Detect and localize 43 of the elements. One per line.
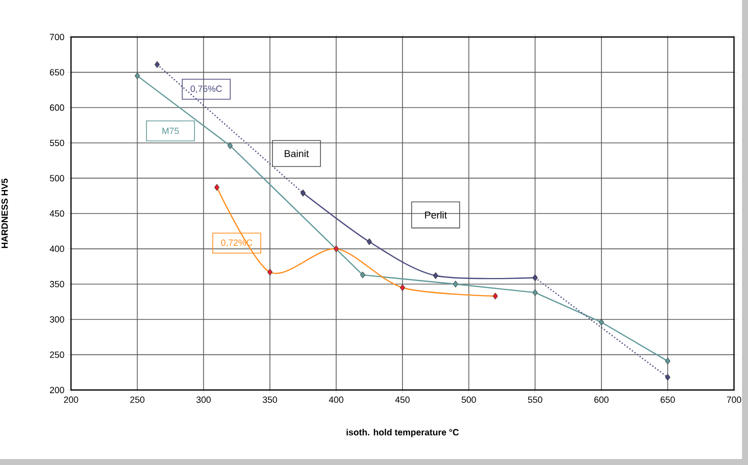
x-tick-label: 450 bbox=[395, 396, 410, 403]
point bbox=[598, 318, 604, 326]
x-tick-label: 700 bbox=[726, 396, 742, 403]
y-tick-label: 350 bbox=[50, 280, 64, 288]
point bbox=[227, 142, 233, 150]
y-tick-label: 600 bbox=[50, 104, 64, 111]
x-axis-title: isoth. hold temperature °C bbox=[346, 428, 459, 438]
point bbox=[492, 292, 498, 300]
point bbox=[532, 289, 538, 296]
point bbox=[400, 284, 406, 292]
point bbox=[366, 238, 372, 246]
point bbox=[267, 268, 273, 276]
x-tick-label: 500 bbox=[462, 396, 476, 403]
point bbox=[433, 272, 438, 280]
x-tick-label: 250 bbox=[130, 396, 144, 403]
y-tick-label: 650 bbox=[50, 69, 64, 76]
x-tick-label: 350 bbox=[262, 396, 278, 403]
y-tick-label: 200 bbox=[50, 386, 64, 394]
series-label: M75 bbox=[162, 128, 179, 134]
x-tick-label: 200 bbox=[64, 396, 78, 403]
y-tick-label: 700 bbox=[50, 34, 64, 40]
point bbox=[360, 271, 366, 278]
x-tick-label: 650 bbox=[660, 396, 675, 403]
point bbox=[214, 184, 220, 191]
point bbox=[665, 358, 670, 364]
x-tick-label: 400 bbox=[328, 396, 344, 403]
y-tick-label: 300 bbox=[50, 316, 64, 323]
y-axis-title: HARDNESS HV5 bbox=[1, 178, 8, 248]
x-tick-label: 550 bbox=[528, 396, 542, 403]
point bbox=[154, 61, 160, 68]
x-tick-label: 300 bbox=[196, 396, 211, 403]
point bbox=[665, 374, 670, 381]
x-tick-label: 600 bbox=[594, 396, 609, 403]
point bbox=[452, 280, 458, 288]
point bbox=[334, 245, 339, 252]
annotation: Perlit bbox=[425, 211, 447, 219]
annotation: Bainit bbox=[284, 150, 309, 158]
y-tick-label: 500 bbox=[50, 175, 64, 182]
y-tick-label: 400 bbox=[50, 246, 64, 252]
y-tick-label: 550 bbox=[50, 140, 64, 146]
y-tick-label: 450 bbox=[50, 210, 64, 217]
y-tick-label: 250 bbox=[50, 352, 64, 358]
point bbox=[134, 72, 140, 80]
